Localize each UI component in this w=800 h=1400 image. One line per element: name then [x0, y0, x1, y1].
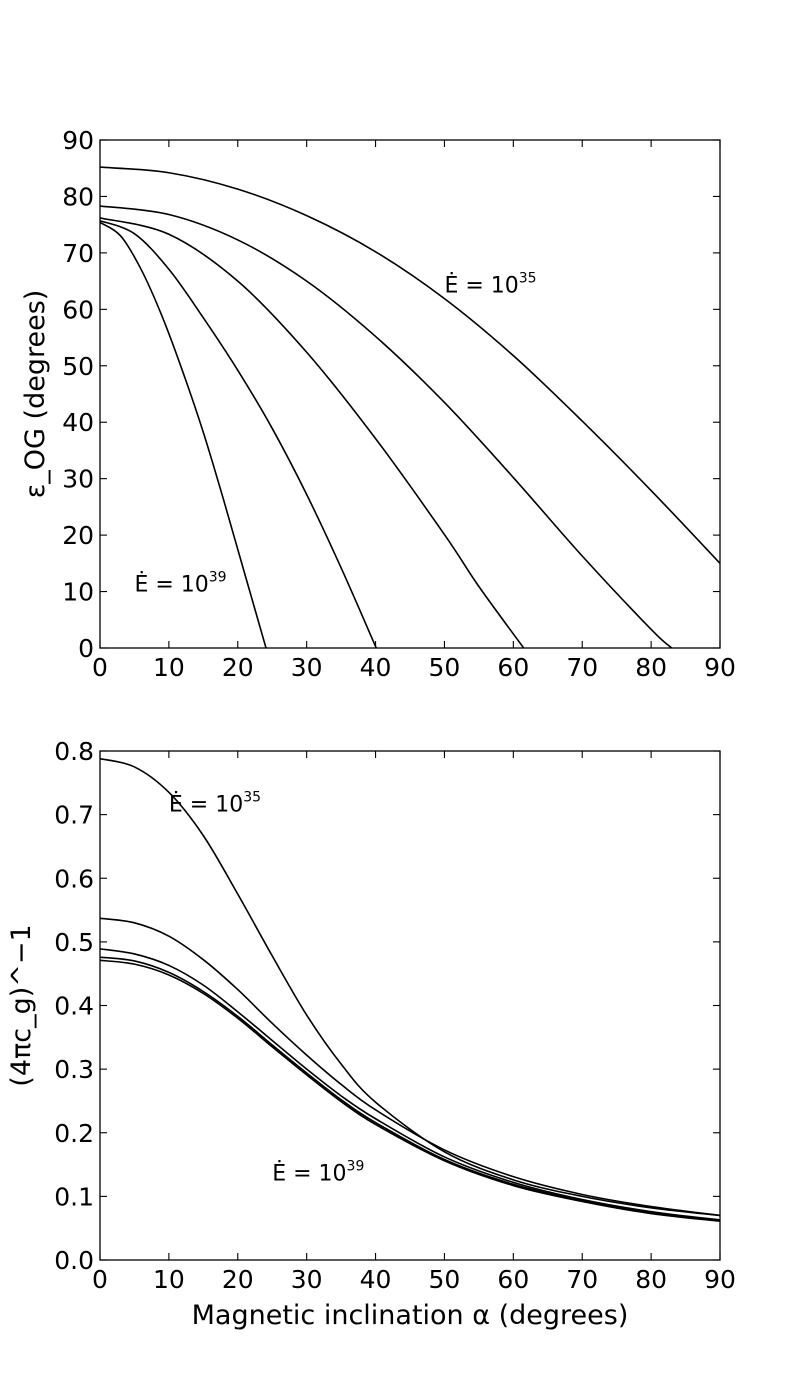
plot-frame [99, 750, 721, 1261]
y-tick-label: 0.6 [54, 864, 94, 893]
x-tick-label: 80 [635, 1265, 667, 1294]
y-tick-label: 70 [62, 239, 94, 268]
y-axis-label: ε_OG (degrees) [20, 290, 51, 499]
series-line-3 [100, 948, 720, 1221]
y-tick-label: 20 [62, 521, 94, 550]
x-axis-label: Magnetic inclination α (degrees) [192, 1300, 629, 1331]
x-tick-label: 60 [497, 1265, 529, 1294]
x-tick-label: 40 [360, 653, 392, 682]
x-tick-label: 30 [291, 653, 323, 682]
y-tick-label: 30 [62, 465, 94, 494]
y-tick-label: 0.4 [54, 992, 94, 1021]
y-tick-label: 50 [62, 352, 94, 381]
annotation-edot-label-2: Ė = 1039 [134, 570, 226, 598]
x-tick-label: 30 [291, 1265, 323, 1294]
x-tick-label: 50 [429, 1265, 461, 1294]
plot-frame [99, 139, 721, 649]
x-tick-label: 20 [222, 1265, 254, 1294]
x-tick-label: 10 [153, 1265, 185, 1294]
x-tick-label: 90 [704, 1265, 736, 1294]
x-tick-label: 70 [566, 1265, 598, 1294]
x-tick-label: 90 [704, 653, 736, 682]
x-tick-label: 10 [153, 653, 185, 682]
series-group [100, 757, 720, 1222]
x-tick-label: 80 [635, 653, 667, 682]
x-tick-label: 0 [92, 653, 108, 682]
y-tick-label: 0.5 [54, 928, 94, 957]
y-tick-label: 0.2 [54, 1119, 94, 1148]
annotation-edot-label-1: Ė = 1035 [169, 789, 261, 817]
y-tick-label: 40 [62, 408, 94, 437]
y-tick-label: 0.8 [54, 737, 94, 766]
y-tick-label: 0.1 [54, 1182, 94, 1211]
y-tick-label: 0 [78, 634, 94, 663]
y-axis-label: (4πc_g)^−1 [6, 924, 37, 1086]
panel-bottom-coefficient: 0 10 20 30 40 50 60 70 80 90 0.0 0.1 0.2 0.3 0.4 0.5 0.6… [6, 737, 736, 1331]
x-tick-label: 40 [360, 1265, 392, 1294]
x-tick-label: 50 [429, 653, 461, 682]
panel-top-obliquity: 0 10 20 30 40 50 60 70 80 90 0 10 20 30 40 50 60 70 80 90 ε_… [20, 126, 736, 682]
series-line-2 [100, 917, 720, 1217]
y-tick-label: 80 [62, 182, 94, 211]
x-tick-label: 20 [222, 653, 254, 682]
x-tick-label: 0 [92, 1265, 108, 1294]
series-line-5 [100, 221, 267, 648]
series-line-4 [100, 219, 377, 648]
annotation-edot-label-1: Ė = 1035 [444, 270, 536, 298]
series-line-2 [100, 205, 673, 648]
series-line-4 [100, 956, 720, 1222]
series-line-1 [100, 757, 720, 1217]
y-tick-label: 10 [62, 578, 94, 607]
y-tick-label: 0.7 [54, 801, 94, 830]
y-tick-label: 60 [62, 295, 94, 324]
y-tick-label: 0.0 [54, 1246, 94, 1275]
x-tick-label: 70 [566, 653, 598, 682]
series-line-5 [100, 959, 720, 1222]
y-tick-label: 0.3 [54, 1055, 94, 1084]
series-group [100, 166, 720, 648]
y-tick-label: 90 [62, 126, 94, 155]
series-line-3 [100, 217, 525, 648]
annotation-edot-label-2: Ė = 1039 [272, 1158, 364, 1186]
series-line-1 [100, 166, 720, 564]
x-tick-label: 60 [497, 653, 529, 682]
